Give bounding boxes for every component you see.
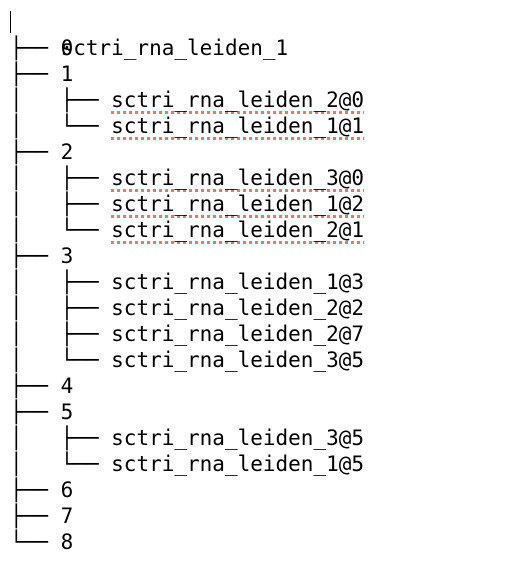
tree-node-label: 2 [60,140,74,164]
tree-branch-glyphs: │ └── [10,114,112,138]
tree-line[interactable]: ├── 7 [10,503,510,529]
tree-branch-glyphs: ├── [10,140,61,164]
tree-node-label: 4 [60,374,74,398]
tree-lines: ├── 0 ├── 1 │ ├── sctri_rna_leiden_2@0 │ └─… [10,35,510,555]
tree-line[interactable]: └── 8 [10,529,510,555]
tree-branch-glyphs: │ ├── [10,296,112,320]
tree-node-label-spellcheck-flagged: sctri_rna_leiden_2@0 [111,88,365,112]
tree-line[interactable]: │ ├── sctri_rna_leiden_2@7 [10,321,510,347]
tree-branch-glyphs: ├── [10,36,61,60]
tree-line[interactable]: │ └── sctri_rna_leiden_1@5 [10,451,510,477]
tree-branch-glyphs: │ ├── [10,426,112,450]
tree-branch-glyphs: ├── [10,400,61,424]
tree-branch-glyphs: ├── [10,504,61,528]
tree-node-label-spellcheck-flagged: sctri_rna_leiden_1@2 [111,192,365,216]
tree-line[interactable]: │ └── sctri_rna_leiden_2@1 [10,217,510,243]
tree-node-label-spellcheck-flagged: sctri_rna_leiden_1@1 [111,114,365,138]
tree-node-label: 3 [60,244,74,268]
tree-branch-glyphs: ├── [10,478,61,502]
tree-line[interactable]: ├── 4 [10,373,510,399]
tree-line[interactable]: ├── 0 [10,35,510,61]
tree-line[interactable]: ├── 3 [10,243,510,269]
tree-line[interactable]: ├── 6 [10,477,510,503]
tree-node-label: sctri_rna_leiden_3@5 [111,426,365,450]
tree-branch-glyphs: ├── [10,62,61,86]
tree-branch-glyphs: │ └── [10,218,112,242]
tree-node-label: 5 [60,400,74,424]
tree-branch-glyphs: │ └── [10,452,112,476]
tree-branch-glyphs: │ ├── [10,88,112,112]
tree-branch-glyphs: │ ├── [10,192,112,216]
tree-line[interactable]: │ ├── sctri_rna_leiden_3@5 [10,425,510,451]
text-editor[interactable]: sctri_rna_leiden_1 ├── 0 ├── 1 │ ├── sctri… [10,9,510,555]
tree-line[interactable]: │ └── sctri_rna_leiden_3@5 [10,347,510,373]
tree-node-label: 1 [60,62,74,86]
tree-node-label: sctri_rna_leiden_3@5 [111,348,365,372]
tree-root-label: sctri_rna_leiden_1 [60,36,289,60]
tree-node-label: sctri_rna_leiden_1@3 [111,270,365,294]
tree-branch-glyphs: │ ├── [10,322,112,346]
tree-branch-glyphs: │ └── [10,348,112,372]
tree-root-line[interactable]: sctri_rna_leiden_1 [10,9,510,60]
tree-line[interactable]: │ └── sctri_rna_leiden_1@1 [10,113,510,139]
tree-line[interactable]: │ ├── sctri_rna_leiden_2@2 [10,295,510,321]
tree-branch-glyphs: │ ├── [10,270,112,294]
tree-line[interactable]: │ ├── sctri_rna_leiden_1@3 [10,269,510,295]
tree-line[interactable]: ├── 5 [10,399,510,425]
tree-branch-glyphs: ├── [10,244,61,268]
tree-node-label: 8 [60,530,74,554]
tree-line[interactable]: ├── 2 [10,139,510,165]
tree-node-label: sctri_rna_leiden_2@7 [111,322,365,346]
tree-line[interactable]: │ ├── sctri_rna_leiden_1@2 [10,191,510,217]
tree-branch-glyphs: │ ├── [10,166,112,190]
tree-node-label: 7 [60,504,74,528]
tree-node-label: 6 [60,478,74,502]
tree-line[interactable]: │ ├── sctri_rna_leiden_2@0 [10,87,510,113]
tree-node-label: sctri_rna_leiden_1@5 [111,452,365,476]
tree-line[interactable]: │ ├── sctri_rna_leiden_3@0 [10,165,510,191]
text-cursor [10,11,11,33]
tree-node-label: sctri_rna_leiden_2@2 [111,296,365,320]
tree-branch-glyphs: ├── [10,374,61,398]
tree-node-label-spellcheck-flagged: sctri_rna_leiden_2@1 [111,218,365,242]
tree-branch-glyphs: └── [10,530,61,554]
tree-node-label-spellcheck-flagged: sctri_rna_leiden_3@0 [111,166,365,190]
tree-node-label: 0 [60,36,74,60]
tree-line[interactable]: ├── 1 [10,61,510,87]
